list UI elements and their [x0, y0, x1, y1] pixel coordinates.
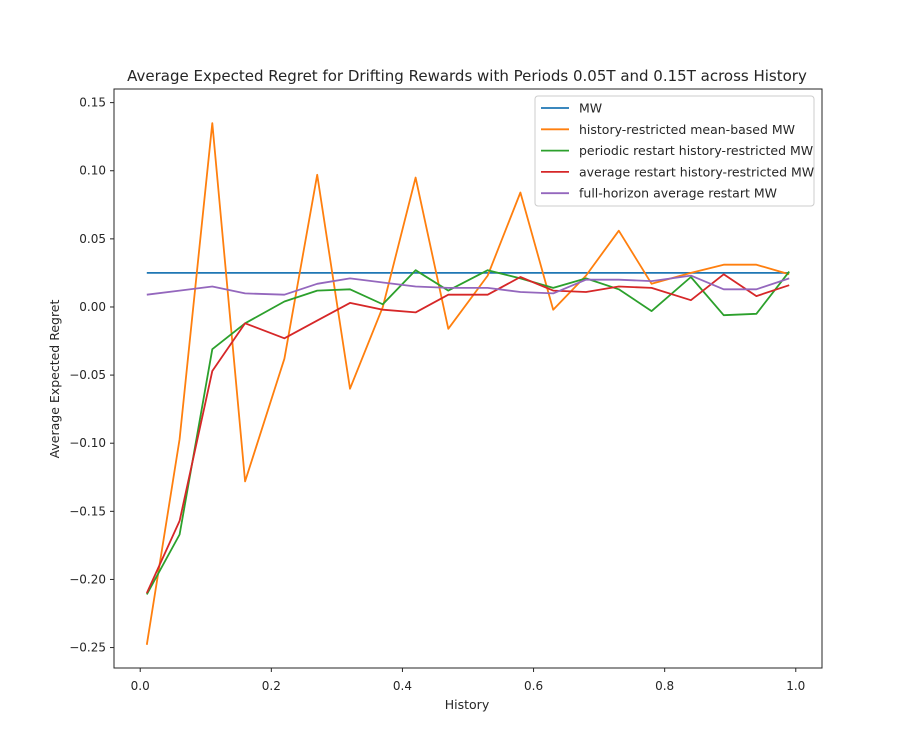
x-tick-label: 1.0 — [786, 679, 805, 693]
y-axis-ticks: −0.25 −0.20 −0.15 −0.10 −0.05 0.00 0.05 0.10 0.1… — [69, 96, 114, 655]
x-tick-label: 0.0 — [131, 679, 150, 693]
series-line-4 — [145, 273, 790, 594]
y-tick-label: 0.10 — [79, 164, 106, 178]
x-tick-label: 0.2 — [262, 679, 281, 693]
plot-frame — [113, 88, 823, 669]
y-tick-label: 0.00 — [79, 300, 106, 314]
series-layer — [145, 122, 790, 645]
y-tick-label: 0.05 — [79, 232, 106, 246]
y-tick-label: −0.15 — [69, 504, 106, 518]
y-tick-label: 0.15 — [79, 96, 106, 110]
legend-label-4: average restart history-restricted MW — [579, 164, 814, 179]
legend-label-3: periodic restart history-restricted MW — [579, 143, 813, 158]
series-line-5 — [146, 274, 790, 296]
x-tick-label: 0.4 — [393, 679, 412, 693]
y-tick-label: −0.10 — [69, 436, 106, 450]
series-line-2 — [145, 122, 790, 645]
legend-label-1: MW — [579, 101, 602, 116]
y-axis-label: Average Expected Regret — [47, 300, 62, 459]
plot-area — [113, 88, 823, 669]
x-axis-label: History — [445, 697, 490, 712]
legend-label-2: history-restricted mean-based MW — [579, 122, 795, 137]
chart-title: Average Expected Regret for Drifting Rew… — [127, 67, 807, 85]
legend-box — [534, 95, 815, 207]
y-tick-label: −0.20 — [69, 572, 106, 586]
legend: MW history-restricted mean-based MW period… — [534, 95, 815, 207]
x-axis-ticks: 0.0 0.2 0.4 0.6 0.8 1.0 — [131, 668, 805, 693]
x-tick-label: 0.6 — [524, 679, 543, 693]
legend-label-5: full-horizon average restart MW — [579, 186, 777, 201]
y-tick-label: −0.25 — [69, 641, 106, 655]
series-line-3 — [146, 269, 790, 595]
x-tick-label: 0.8 — [655, 679, 674, 693]
y-tick-label: −0.05 — [69, 368, 106, 382]
